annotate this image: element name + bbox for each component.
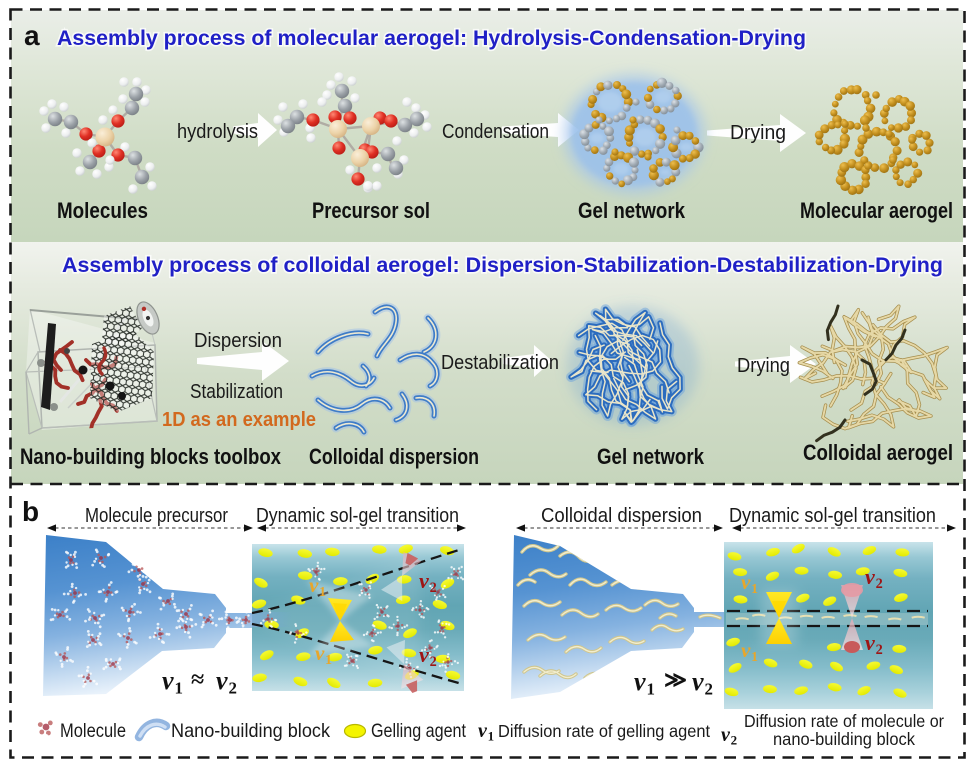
svg-text:1: 1 [647, 680, 655, 699]
svg-text:Colloidal dispersion: Colloidal dispersion [541, 505, 702, 527]
svg-text:v: v [309, 573, 319, 597]
svg-text:v: v [419, 642, 429, 667]
svg-text:1: 1 [488, 729, 495, 744]
svg-text:≈: ≈ [191, 667, 204, 693]
svg-text:2: 2 [229, 679, 237, 698]
svg-text:hydrolysis: hydrolysis [177, 121, 258, 143]
svg-text:Molecule: Molecule [60, 720, 126, 742]
svg-text:Dispersion: Dispersion [194, 330, 282, 352]
svg-text:Nano-building block: Nano-building block [171, 720, 330, 742]
svg-text:Drying: Drying [730, 122, 786, 144]
svg-text:Molecular aerogel: Molecular aerogel [800, 198, 953, 223]
svg-text:Dynamic sol-gel transition: Dynamic sol-gel transition [729, 505, 936, 527]
svg-text:Diffusion rate of molecule or: Diffusion rate of molecule or [744, 711, 944, 731]
svg-text:Condensation: Condensation [442, 121, 549, 143]
svg-text:2: 2 [430, 654, 437, 670]
svg-text:2: 2 [876, 642, 883, 658]
svg-text:Drying: Drying [737, 355, 790, 377]
svg-text:v: v [741, 638, 751, 662]
svg-text:Stabilization: Stabilization [190, 381, 283, 403]
svg-text:Gel network: Gel network [597, 444, 705, 469]
svg-text:1D as an example: 1D as an example [162, 409, 316, 431]
svg-text:v: v [216, 666, 228, 695]
svg-text:2: 2 [876, 576, 883, 592]
svg-text:Nano-building blocks toolbox: Nano-building blocks toolbox [20, 444, 282, 469]
svg-text:Assembly process of molecular: Assembly process of molecular aerogel: H… [57, 27, 806, 50]
svg-text:Diffusion rate of gelling agen: Diffusion rate of gelling agent [498, 721, 710, 741]
svg-text:Molecules: Molecules [57, 198, 148, 223]
svg-text:v: v [721, 724, 731, 746]
svg-text:1: 1 [175, 679, 183, 698]
svg-text:Gel network: Gel network [578, 198, 686, 223]
svg-text:Gelling agent: Gelling agent [371, 720, 466, 742]
svg-text:2: 2 [731, 733, 738, 748]
svg-text:v: v [478, 720, 488, 742]
svg-text:v: v [692, 667, 704, 696]
svg-text:1: 1 [751, 649, 758, 664]
svg-text:v: v [865, 630, 875, 655]
svg-text:1: 1 [325, 652, 332, 667]
svg-text:v: v [741, 570, 751, 594]
svg-text:Destabilization: Destabilization [441, 352, 559, 374]
svg-text:v: v [315, 641, 325, 665]
svg-text:≫: ≫ [664, 667, 687, 692]
svg-text:1: 1 [751, 581, 758, 596]
svg-text:2: 2 [705, 680, 713, 699]
svg-text:Dynamic sol-gel transition: Dynamic sol-gel transition [256, 505, 459, 527]
svg-text:Assembly process of colloidal: Assembly process of colloidal aerogel: D… [62, 254, 943, 277]
svg-text:nano-building block: nano-building block [773, 729, 915, 749]
svg-text:v: v [865, 564, 875, 589]
svg-text:2: 2 [430, 580, 437, 596]
svg-text:v: v [419, 568, 429, 593]
svg-text:Molecule precursor: Molecule precursor [85, 505, 228, 527]
svg-text:Precursor sol: Precursor sol [312, 198, 430, 223]
svg-text:b: b [22, 496, 39, 527]
svg-text:v: v [634, 667, 646, 696]
svg-text:Colloidal dispersion: Colloidal dispersion [309, 444, 479, 469]
svg-text:1: 1 [319, 584, 326, 599]
svg-text:v: v [162, 666, 174, 695]
svg-text:a: a [24, 20, 40, 51]
svg-text:Colloidal aerogel: Colloidal aerogel [803, 440, 953, 465]
